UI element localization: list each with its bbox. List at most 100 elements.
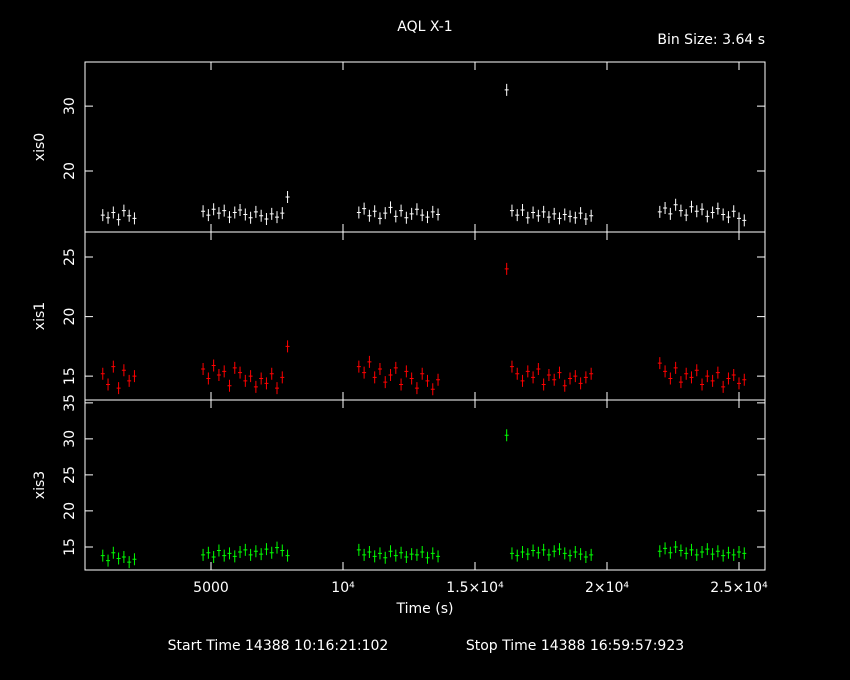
data-point [700,545,705,558]
data-point [678,544,683,557]
data-point [684,547,689,560]
data-point [383,207,388,220]
data-point [372,550,377,563]
x-tick-label: 5000 [193,580,229,596]
data-point [222,365,227,378]
data-point [280,544,285,557]
y-tick-label: 30 [62,97,78,115]
y-tick-label: 20 [62,502,78,520]
data-point [673,540,678,553]
data-point [414,548,419,561]
data-point [206,372,211,385]
data-point [264,213,269,226]
data-point [721,208,726,221]
data-point [127,556,132,569]
data-point [515,549,520,562]
data-point [362,202,367,215]
data-point [216,207,221,220]
data-point [668,546,673,559]
data-point [673,198,678,211]
data-point [436,550,441,563]
y-tick-label: 20 [62,162,78,180]
data-point [568,372,573,385]
data-point [248,370,253,383]
data-point [710,374,715,387]
data-point [552,207,557,220]
data-point [227,547,232,560]
data-point [404,365,409,378]
data-point [269,546,274,559]
data-point [285,549,290,562]
data-point [742,373,747,386]
data-point [409,372,414,385]
data-point [280,207,285,220]
data-point [589,548,594,561]
data-point [525,548,530,561]
data-point [377,547,382,560]
data-point [742,547,747,560]
data-point [721,380,726,393]
data-point [222,549,227,562]
data-point [583,213,588,226]
data-point [127,209,132,222]
data-point [248,211,253,224]
data-point [504,262,509,275]
data-point [504,83,509,96]
data-point [573,545,578,558]
data-point [232,361,237,374]
data-point [127,374,132,387]
data-point [100,367,105,380]
x-tick-label: 1.5×10⁴ [446,580,504,596]
y-axis-label: xis3 [32,471,48,499]
data-point [430,205,435,218]
y-axis-label: xis0 [32,133,48,161]
y-axis-label: xis1 [32,302,48,330]
data-point [253,380,258,393]
data-point [657,205,662,218]
data-point [399,546,404,559]
data-point [211,551,216,564]
data-point [132,212,137,225]
data-point [710,206,715,219]
data-point [578,377,583,390]
start-time: Start Time 14388 10:16:21:102 [168,638,389,654]
data-point [238,545,243,558]
data-point [409,207,414,220]
data-point [409,548,414,561]
data-point [367,209,372,222]
data-point [536,209,541,222]
data-point [425,374,430,387]
data-point [216,544,221,557]
data-point [243,543,248,556]
data-point [425,211,430,224]
data-point [700,203,705,216]
data-point [668,207,673,220]
data-point [383,376,388,389]
data-point [211,359,216,372]
data-point [388,201,393,214]
data-point [362,548,367,561]
data-point [285,190,290,203]
data-point [520,203,525,216]
data-point [715,545,720,558]
data-point [573,370,578,383]
data-point [509,547,514,560]
data-point [201,548,206,561]
data-point [520,545,525,558]
data-point [726,372,731,385]
data-point [420,367,425,380]
y-tick-label: 15 [62,367,78,385]
data-point [399,378,404,391]
data-point [694,205,699,218]
data-point [700,378,705,391]
data-point [531,544,536,557]
data-point [736,212,741,225]
data-point [710,548,715,561]
data-point [259,209,264,222]
data-point [589,209,594,222]
data-point [121,364,126,377]
data-point [546,548,551,561]
data-point [668,372,673,385]
data-point [393,210,398,223]
data-point [589,367,594,380]
